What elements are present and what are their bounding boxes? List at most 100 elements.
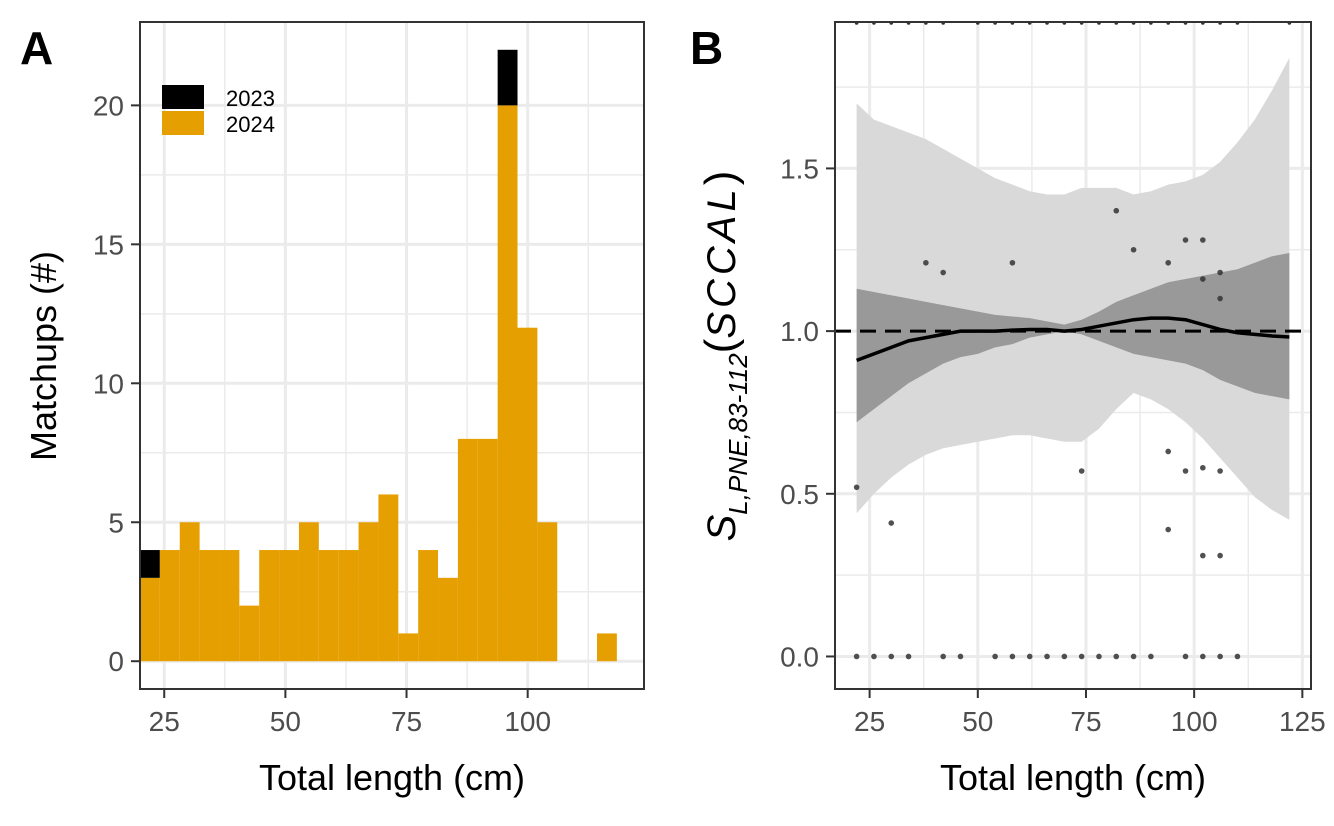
data-point bbox=[1182, 237, 1189, 243]
panel-b-y-axis-symbol: S bbox=[700, 514, 744, 541]
panel-b-inner-interval-band bbox=[856, 253, 1290, 423]
bar-2023 bbox=[497, 49, 518, 106]
data-point bbox=[853, 653, 860, 660]
panel-b-y-axis-title: SL,PNE,83-112(SCCAL) bbox=[696, 171, 753, 542]
panel-b-y-ticks: 0.0 0.5 1.0 1.5 bbox=[780, 153, 835, 672]
bar-2024 bbox=[418, 550, 439, 662]
panel-a-x-tick-label: 50 bbox=[270, 706, 301, 737]
bar-2024 bbox=[517, 327, 538, 662]
panel-a-x-tick-label: 100 bbox=[504, 706, 551, 737]
bar-2024 bbox=[497, 105, 518, 662]
panel-a-x-tick-label: 25 bbox=[149, 706, 180, 737]
data-point bbox=[871, 653, 877, 660]
data-point bbox=[1148, 653, 1154, 660]
data-point bbox=[1217, 552, 1223, 559]
data-point bbox=[1200, 276, 1206, 282]
bar-2024 bbox=[378, 494, 399, 662]
panel-a-x-axis-title: Total length (cm) bbox=[259, 757, 525, 798]
panel-a-tag: A bbox=[20, 22, 53, 74]
panel-b-tag: B bbox=[690, 22, 723, 74]
bar-2024 bbox=[438, 577, 458, 662]
data-point bbox=[1217, 295, 1223, 302]
bar-2024 bbox=[318, 550, 339, 662]
data-point bbox=[888, 520, 895, 526]
panel-b-x-tick-label: 50 bbox=[962, 706, 993, 737]
data-point bbox=[1200, 237, 1206, 243]
data-point bbox=[1217, 653, 1223, 660]
bar-2024 bbox=[596, 633, 617, 662]
panel-b-y-tick-label: 0.5 bbox=[780, 479, 819, 510]
bar-2024 bbox=[179, 522, 200, 662]
bar-2024 bbox=[338, 550, 359, 662]
panel-b-x-tick-label: 75 bbox=[1070, 706, 1101, 737]
panel-b-x-tick-label: 125 bbox=[1279, 706, 1326, 737]
bar-2024 bbox=[358, 522, 379, 662]
panel-a-x-ticks: 25 50 75 100 bbox=[149, 689, 551, 737]
legend-key-2023 bbox=[162, 85, 204, 109]
legend-label-2024: 2024 bbox=[226, 112, 275, 137]
panel-b-border bbox=[834, 21, 1312, 690]
data-point bbox=[905, 653, 912, 660]
bar-2024 bbox=[159, 550, 180, 662]
data-point bbox=[1200, 464, 1206, 471]
data-point bbox=[1078, 653, 1085, 660]
panel-b-y-tick-label: 1.5 bbox=[780, 153, 819, 184]
data-point bbox=[1200, 653, 1206, 660]
panel-a-border bbox=[139, 21, 645, 690]
data-point bbox=[1217, 468, 1223, 474]
bar-2023 bbox=[141, 550, 160, 578]
panel-a-x-tick-label: 75 bbox=[391, 706, 422, 737]
bar-2024 bbox=[457, 438, 478, 662]
data-point bbox=[992, 653, 998, 660]
data-point bbox=[923, 259, 929, 266]
bar-2024 bbox=[259, 550, 280, 662]
data-point bbox=[1026, 653, 1033, 660]
data-point bbox=[888, 653, 895, 660]
legend-key-2024 bbox=[162, 111, 204, 135]
bar-2024 bbox=[398, 633, 419, 662]
data-point bbox=[853, 484, 860, 491]
data-point bbox=[1061, 653, 1068, 660]
panel-b-y-axis-open-paren: ( bbox=[696, 338, 745, 353]
data-point bbox=[1182, 468, 1189, 474]
data-point bbox=[957, 653, 964, 660]
panel-b-y-axis-close-paren: ) bbox=[696, 171, 745, 186]
bar-2024 bbox=[279, 550, 299, 662]
panel-b-x-ticks: 25 50 75 100 125 bbox=[854, 689, 1326, 737]
panel-b-y-axis-subscript: L,PNE,83-112 bbox=[723, 353, 753, 515]
bar-2024 bbox=[219, 550, 240, 662]
panel-a-y-tick-label: 5 bbox=[108, 507, 124, 538]
data-point bbox=[1217, 269, 1223, 276]
panel-b-y-tick-label: 0.0 bbox=[780, 641, 819, 672]
panel-a-y-tick-label: 15 bbox=[93, 229, 124, 260]
panel-b-y-tick-label: 1.0 bbox=[780, 316, 819, 347]
panel-b-outer-interval-band bbox=[856, 57, 1290, 520]
data-point bbox=[1009, 653, 1016, 660]
panel-a-y-ticks: 0 5 10 15 20 bbox=[93, 90, 140, 677]
data-point bbox=[1165, 448, 1171, 455]
data-point bbox=[1130, 246, 1137, 253]
panel-a-y-tick-label: 10 bbox=[93, 368, 124, 399]
data-point bbox=[1096, 653, 1102, 660]
bar-2024 bbox=[298, 522, 319, 662]
panel-b-points bbox=[853, 207, 1241, 660]
bar-2024 bbox=[477, 438, 498, 662]
data-point bbox=[1113, 207, 1120, 214]
data-point bbox=[1234, 653, 1241, 660]
data-point bbox=[1113, 653, 1120, 660]
bar-2024 bbox=[537, 522, 558, 662]
bar-2024 bbox=[199, 550, 220, 662]
bar-2024 bbox=[141, 577, 160, 662]
data-point bbox=[940, 269, 946, 276]
data-point bbox=[940, 653, 946, 660]
data-point bbox=[1044, 653, 1050, 660]
panel-b-x-tick-label: 100 bbox=[1171, 706, 1218, 737]
panel-b-y-axis-argument: SCCAL bbox=[700, 185, 744, 338]
data-point bbox=[1078, 468, 1085, 474]
data-point bbox=[1165, 259, 1171, 266]
bar-2024 bbox=[239, 605, 260, 662]
panel-b-fitted-curve bbox=[856, 316, 1290, 363]
data-point bbox=[1130, 653, 1137, 660]
